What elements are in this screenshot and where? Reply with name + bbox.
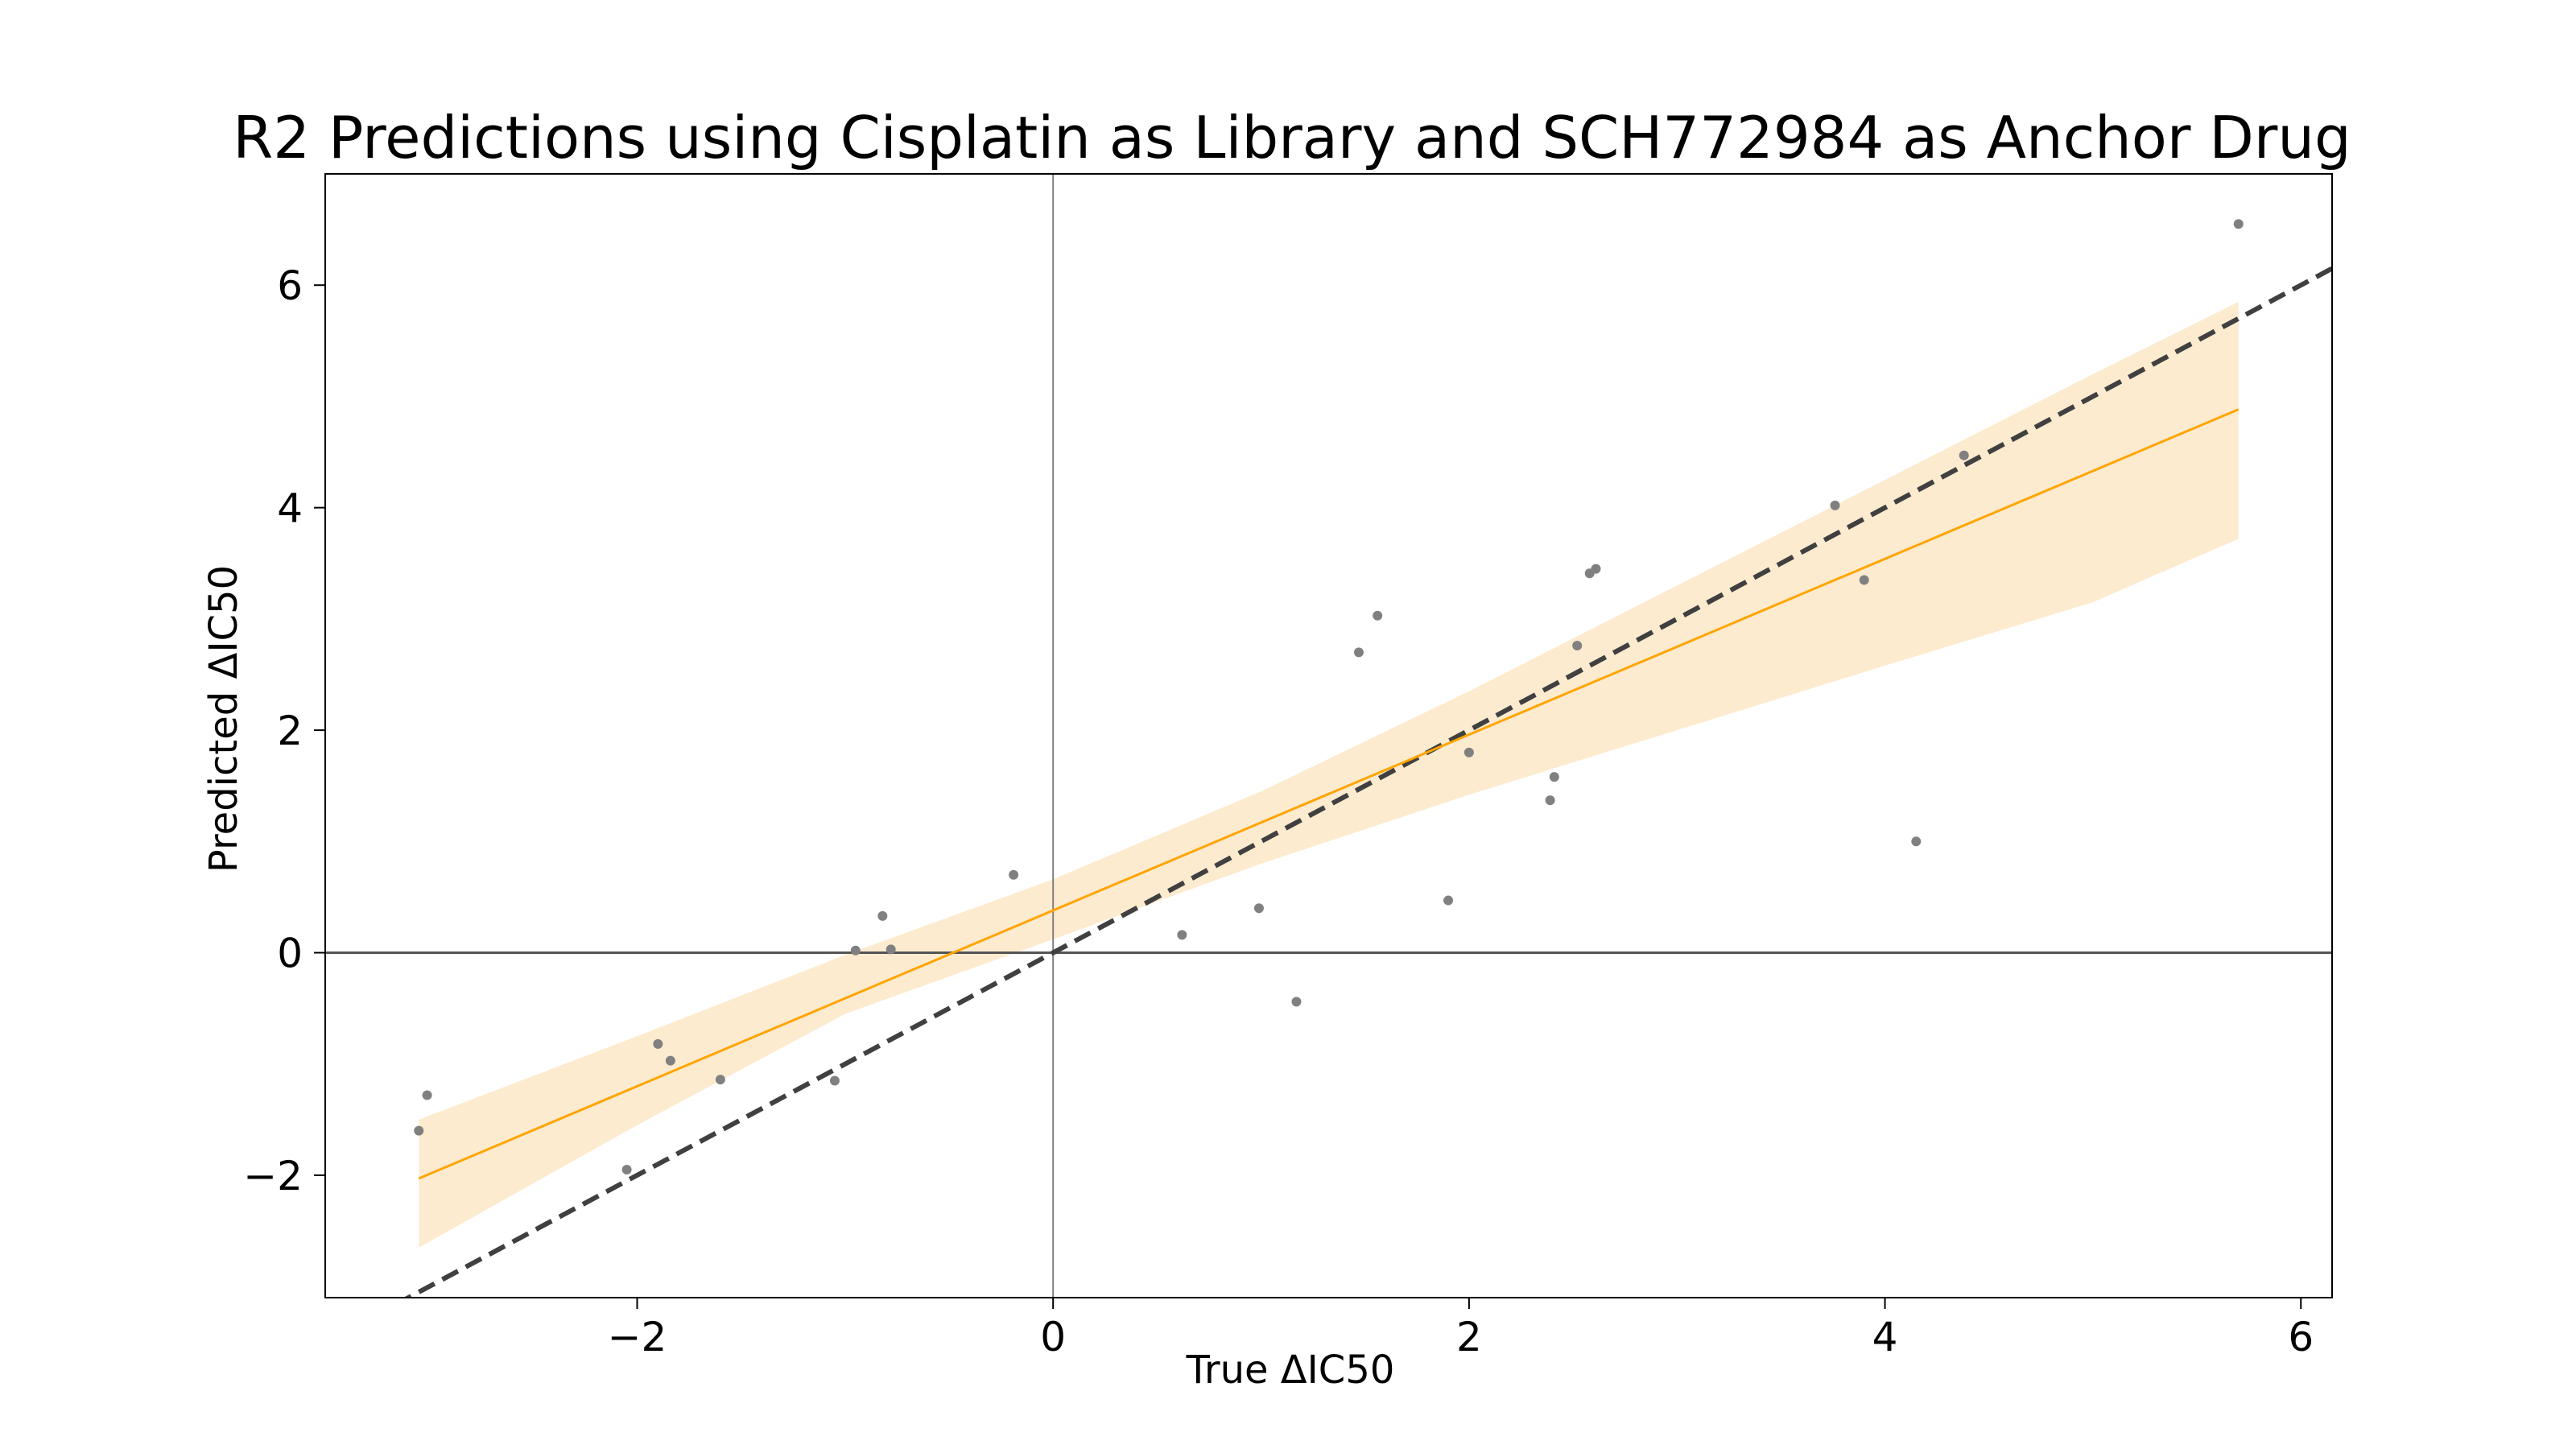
- identity-line: [402, 266, 2332, 1298]
- data-point: [665, 1055, 675, 1066]
- data-point: [1830, 500, 1840, 510]
- confidence-band: [419, 302, 2239, 1248]
- y-tick-label: 2: [277, 708, 303, 754]
- y-tick-label: 6: [277, 262, 303, 309]
- x-tick-label: 2: [1456, 1314, 1482, 1360]
- x-tick-label: −2: [608, 1314, 667, 1360]
- data-point: [1177, 930, 1187, 940]
- data-point: [1959, 450, 1969, 460]
- data-point: [1463, 747, 1474, 757]
- data-point: [1549, 772, 1559, 782]
- y-axis-label: Predicted ΔIC50: [201, 565, 246, 873]
- data-point: [1591, 563, 1601, 574]
- data-point: [829, 1075, 840, 1086]
- data-point: [850, 945, 861, 956]
- data-point: [877, 910, 888, 921]
- plot-frame: [324, 173, 2333, 1298]
- data-point: [422, 1090, 432, 1100]
- x-axis-label: True ΔIC50: [1186, 1348, 1395, 1393]
- data-point: [621, 1165, 632, 1175]
- plot-content: [325, 174, 2332, 1298]
- plot-area: −2 0 2 4 6 −2 0 2 4 6: [243, 173, 2333, 1360]
- data-point: [1373, 610, 1383, 621]
- data-point: [1911, 836, 1922, 847]
- data-point: [1353, 647, 1364, 658]
- y-tick-label: 0: [277, 931, 303, 977]
- x-tick-label: 0: [1040, 1314, 1066, 1360]
- data-point: [1545, 795, 1555, 806]
- x-tick-label: 6: [2288, 1314, 2314, 1360]
- data-point: [715, 1075, 725, 1085]
- data-point: [886, 944, 896, 955]
- data-point: [414, 1125, 424, 1136]
- data-point: [1572, 641, 1583, 651]
- x-tick-label: 4: [1872, 1314, 1898, 1360]
- data-point: [1009, 869, 1019, 880]
- data-point: [1253, 903, 1264, 914]
- data-point: [1443, 895, 1454, 906]
- data-point: [653, 1038, 663, 1049]
- y-tick-label: −2: [243, 1153, 303, 1199]
- data-point: [2233, 219, 2244, 229]
- y-tick-label: 4: [277, 485, 303, 532]
- regression-line: [418, 408, 2240, 1180]
- data-point: [1291, 997, 1302, 1007]
- data-point: [1859, 575, 1869, 585]
- chart-title: R2 Predictions using Cisplatin as Librar…: [233, 104, 2351, 171]
